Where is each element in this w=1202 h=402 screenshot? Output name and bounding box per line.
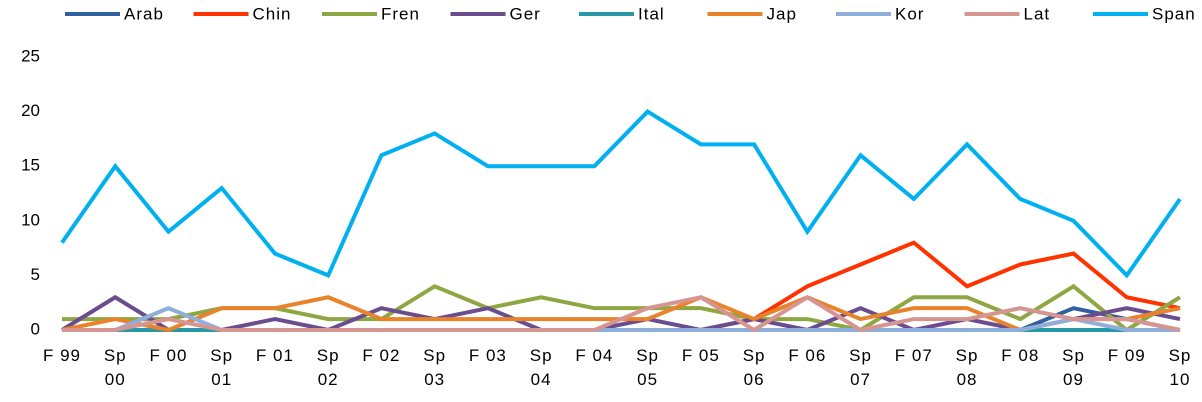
x-tick-label: F 00 xyxy=(149,346,188,365)
legend-label: Span xyxy=(1152,4,1196,23)
legend-label: Fren xyxy=(381,4,420,23)
x-tick-label: Sp 10 xyxy=(1168,346,1192,389)
series-line xyxy=(60,109,1182,279)
legend-label: Ital xyxy=(638,4,665,23)
x-tick-label: F 09 xyxy=(1107,346,1146,365)
x-tick-label: F 04 xyxy=(575,346,614,365)
x-tick-label: Sp 00 xyxy=(103,346,127,389)
x-tick-label: F 02 xyxy=(362,346,401,365)
x-tick-label: F 07 xyxy=(894,346,933,365)
x-tick-label: F 99 xyxy=(42,346,82,365)
legend-label: Jap xyxy=(767,4,797,23)
legend-label: Arab xyxy=(124,4,164,23)
x-tick-label: Sp 06 xyxy=(742,346,766,389)
x-tick-label: Sp 01 xyxy=(210,346,234,389)
y-tick-label: 15 xyxy=(21,156,40,175)
x-tick-label: F 06 xyxy=(788,346,827,365)
x-tick-label: F 05 xyxy=(681,346,720,365)
x-tick-label: F 08 xyxy=(1001,346,1040,365)
y-tick-label: 25 xyxy=(21,46,40,65)
y-tick-label: 0 xyxy=(31,319,40,338)
legend-label: Chin xyxy=(253,4,292,23)
legend-label: Lat xyxy=(1024,4,1051,23)
x-tick-label: Sp 02 xyxy=(316,346,340,389)
series-line xyxy=(60,294,1181,333)
x-tick-label: Sp 04 xyxy=(529,346,553,389)
legend-label: Ger xyxy=(510,4,541,23)
x-tick-label: Sp 05 xyxy=(636,346,659,389)
y-tick-label: 20 xyxy=(21,101,40,120)
x-tick-label: F 03 xyxy=(468,346,507,365)
y-tick-label: 10 xyxy=(21,210,40,229)
x-tick-label: Sp 09 xyxy=(1062,346,1085,389)
x-tick-label: Sp 08 xyxy=(955,346,979,389)
x-tick-label: Sp 07 xyxy=(849,346,872,389)
x-tick-label: F 01 xyxy=(255,346,294,365)
series-line xyxy=(62,294,1181,333)
y-tick-label: 5 xyxy=(31,265,40,284)
legend-label: Kor xyxy=(895,4,924,23)
x-tick-label: Sp 03 xyxy=(423,346,447,389)
